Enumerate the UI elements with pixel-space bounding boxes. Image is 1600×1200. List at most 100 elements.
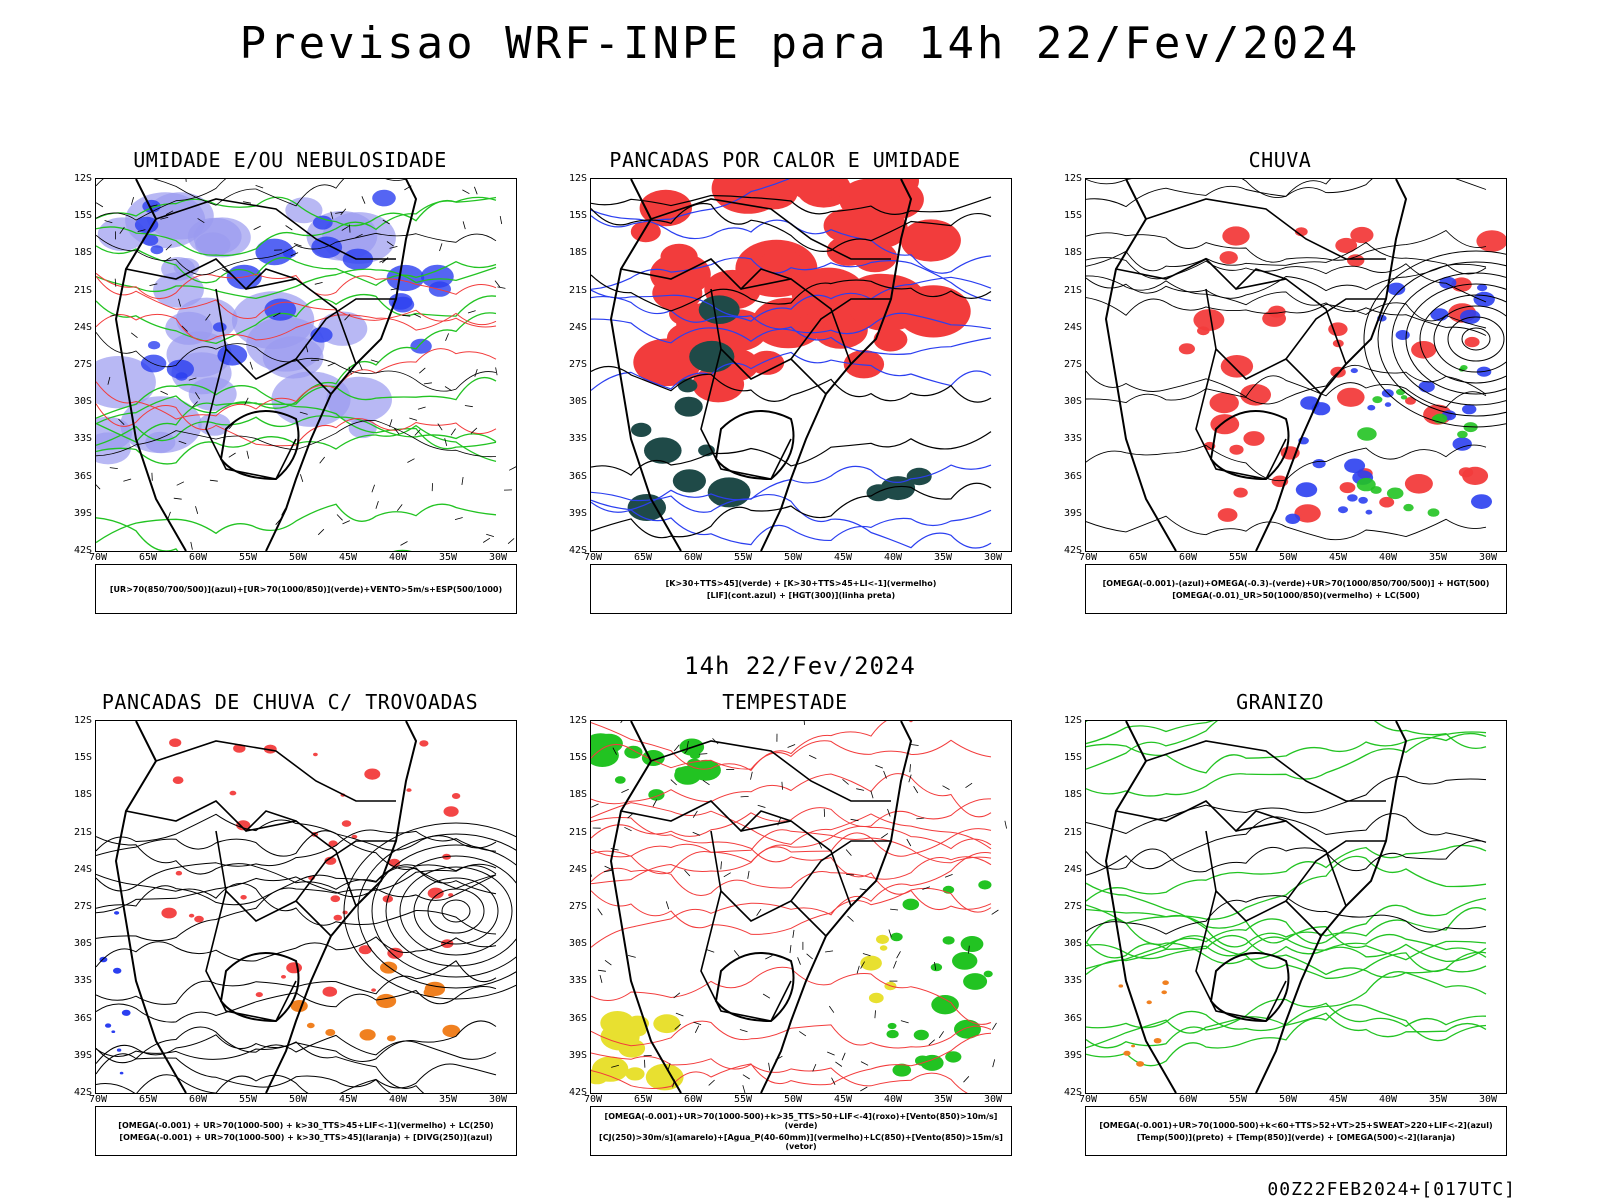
latitude-label: 18S <box>73 789 92 801</box>
latitude-label: 42S <box>568 545 587 556</box>
longitude-label: 50W <box>1278 552 1298 563</box>
forecast-map <box>590 720 1012 1094</box>
latitude-label: 15S <box>73 752 92 764</box>
latitude-label: 42S <box>73 1087 92 1098</box>
panel-legend: [OMEGA(-0.001)+UR>70(1000-500)+k<60+TTS>… <box>1085 1106 1507 1156</box>
latitude-label: 24S <box>568 863 587 875</box>
longitude-label: 70W <box>88 552 108 563</box>
latitude-label: 27S <box>73 901 92 912</box>
legend-line: [OMEGA(-0.01)_UR>50(1000/850)(vermelho) … <box>1172 590 1420 600</box>
latitude-label: 12S <box>1063 715 1082 726</box>
legend-line: [Temp(500)](preto) + [Temp(850)](verde) … <box>1136 1132 1456 1142</box>
longitude-label: 30W <box>1478 552 1498 563</box>
longitude-label: 45W <box>1328 552 1348 563</box>
longitude-label: 65W <box>633 552 653 563</box>
longitude-label: 70W <box>88 1094 108 1105</box>
panel-hail: GRANIZO 12S 15S 18S 21S 24S 27S 30S 33S 36S 39S 42S… <box>1040 690 1520 1190</box>
latitude-label: 27S <box>73 359 92 370</box>
latitude-label: 42S <box>73 545 92 556</box>
latitude-label: 24S <box>73 863 92 875</box>
latitude-label: 12S <box>568 173 587 184</box>
latitude-label: 15S <box>1063 752 1082 764</box>
latitude-label: 15S <box>1063 210 1082 222</box>
latitude-label: 42S <box>1063 1087 1082 1098</box>
latitude-label: 30S <box>73 396 92 408</box>
latitude-label: 18S <box>568 789 587 801</box>
longitude-label: 50W <box>783 552 803 563</box>
latitude-label: 21S <box>1063 826 1082 838</box>
latitude-label: 12S <box>568 715 587 726</box>
longitude-label: 65W <box>1128 1094 1148 1105</box>
latitude-label: 21S <box>1063 284 1082 296</box>
latitude-label: 39S <box>1063 507 1082 519</box>
longitude-label: 60W <box>188 552 208 563</box>
longitude-label: 65W <box>633 1094 653 1105</box>
longitude-label: 30W <box>488 1094 508 1105</box>
longitude-label: 70W <box>583 1094 603 1105</box>
latitude-label: 24S <box>73 321 92 333</box>
latitude-label: 36S <box>73 470 92 482</box>
longitude-label: 40W <box>1378 552 1398 563</box>
latitude-label: 12S <box>73 715 92 726</box>
latitude-label: 36S <box>568 1012 587 1024</box>
latitude-label: 39S <box>1063 1049 1082 1061</box>
latitude-label: 21S <box>568 826 587 838</box>
latitude-label: 21S <box>73 284 92 296</box>
longitude-label: 40W <box>883 552 903 563</box>
latitude-label: 27S <box>568 901 587 912</box>
longitude-label: 40W <box>1378 1094 1398 1105</box>
longitude-label: 45W <box>833 1094 853 1105</box>
longitude-label: 30W <box>983 1094 1003 1105</box>
longitude-label: 55W <box>1228 552 1248 563</box>
legend-line: [LIF](cont.azul) + [HGT(300)](linha pret… <box>706 590 896 600</box>
latitude-label: 36S <box>568 470 587 482</box>
longitude-label: 40W <box>388 1094 408 1105</box>
longitude-label: 55W <box>1228 1094 1248 1105</box>
latitude-label: 15S <box>73 210 92 222</box>
panel-legend: [OMEGA(-0.001) + UR>70(1000-500) + k>30_… <box>95 1106 517 1156</box>
latitude-label: 36S <box>73 1012 92 1024</box>
latitude-label: 15S <box>568 752 587 764</box>
forecast-map <box>590 178 1012 552</box>
longitude-label: 30W <box>983 552 1003 563</box>
legend-line: [OMEGA(-0.001)-(azul)+OMEGA(-0.3)-(verde… <box>1102 578 1490 588</box>
latitude-label: 39S <box>73 507 92 519</box>
latitude-label: 21S <box>568 284 587 296</box>
latitude-label: 18S <box>568 247 587 259</box>
longitude-label: 35W <box>438 552 458 563</box>
latitude-label: 24S <box>1063 863 1082 875</box>
longitude-label: 70W <box>1078 1094 1098 1105</box>
panel-title: CHUVA <box>1248 148 1312 172</box>
longitude-label: 45W <box>833 552 853 563</box>
legend-line: [OMEGA(-0.001) + UR>70(1000-500) + k>30_… <box>118 1120 494 1130</box>
longitude-label: 60W <box>1178 552 1198 563</box>
latitude-label: 30S <box>568 396 587 408</box>
longitude-label: 30W <box>488 552 508 563</box>
panel-title: TEMPESTADE <box>722 690 848 714</box>
latitude-label: 27S <box>1063 901 1082 912</box>
longitude-label: 60W <box>683 552 703 563</box>
longitude-label: 50W <box>1278 1094 1298 1105</box>
panel-thunderstorms: PANCADAS DE CHUVA C/ TROVOADAS 12S 15S 18S 2… <box>50 690 530 1190</box>
panel-title: UMIDADE E/OU NEBULOSIDADE <box>133 148 447 172</box>
longitude-label: 55W <box>238 552 258 563</box>
longitude-label: 55W <box>238 1094 258 1105</box>
legend-line: [OMEGA(-0.001)+UR>70(1000-500)+k<60+TTS>… <box>1099 1120 1493 1130</box>
latitude-label: 30S <box>1063 396 1082 408</box>
longitude-label: 40W <box>388 552 408 563</box>
latitude-label: 27S <box>1063 359 1082 370</box>
longitude-label: 65W <box>138 552 158 563</box>
panel-title: PANCADAS DE CHUVA C/ TROVOADAS <box>101 690 479 714</box>
longitude-label: 70W <box>1078 552 1098 563</box>
longitude-label: 35W <box>438 1094 458 1105</box>
latitude-label: 30S <box>568 938 587 950</box>
latitude-label: 33S <box>1063 433 1082 445</box>
longitude-label: 50W <box>288 1094 308 1105</box>
latitude-label: 18S <box>73 247 92 259</box>
latitude-label: 24S <box>568 321 587 333</box>
latitude-label: 18S <box>1063 247 1082 259</box>
longitude-label: 45W <box>1328 1094 1348 1105</box>
longitude-label: 50W <box>783 1094 803 1105</box>
forecast-map <box>95 720 517 1094</box>
latitude-label: 12S <box>73 173 92 184</box>
